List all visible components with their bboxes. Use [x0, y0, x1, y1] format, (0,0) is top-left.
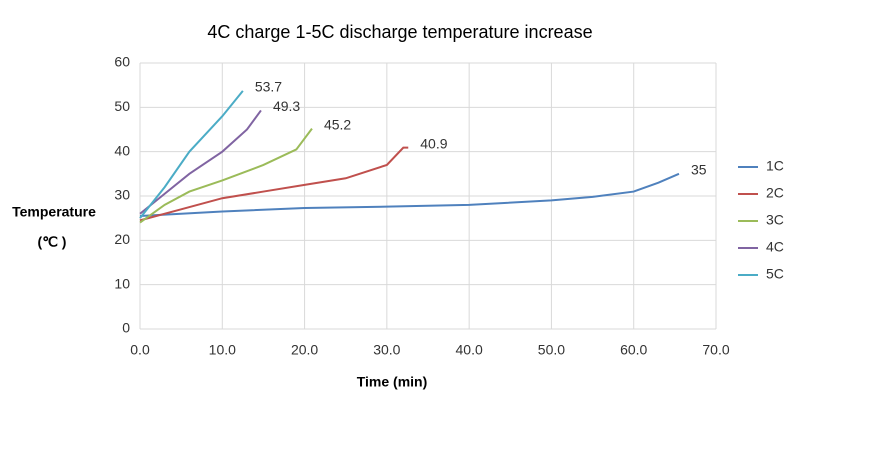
y-tick-label: 10: [114, 275, 130, 291]
y-tick-label: 60: [114, 54, 130, 70]
y-tick-label: 30: [114, 187, 130, 203]
x-tick-label: 40.0: [456, 342, 483, 358]
chart-title: 4C charge 1-5C discharge temperature inc…: [207, 22, 592, 42]
y-tick-label: 50: [114, 98, 130, 114]
data-label: 49.3: [273, 98, 300, 114]
y-tick-label: 0: [122, 320, 130, 336]
x-axis-label: Time (min): [357, 374, 428, 390]
x-tick-label: 50.0: [538, 342, 565, 358]
legend-label: 3C: [766, 212, 784, 228]
legend-label: 5C: [766, 266, 784, 282]
line: [139, 172, 680, 217]
y-tick-label: 20: [114, 231, 130, 247]
data-label: 45.2: [324, 116, 351, 132]
line: [139, 109, 262, 215]
line: [139, 90, 244, 219]
x-tick-label: 60.0: [620, 342, 647, 358]
y-axis-label: Temperature: [12, 204, 96, 220]
y-tick-label: 40: [114, 142, 130, 158]
data-label: 53.7: [255, 79, 282, 95]
data-label: 40.9: [420, 135, 447, 151]
x-tick-label: 30.0: [373, 342, 400, 358]
x-tick-label: 0.0: [130, 342, 150, 358]
x-tick-label: 70.0: [702, 342, 729, 358]
legend-label: 4C: [766, 239, 784, 255]
data-label: 35: [691, 162, 707, 178]
line: [139, 146, 409, 222]
x-tick-label: 10.0: [209, 342, 236, 358]
line: [139, 128, 313, 224]
legend-label: 1C: [766, 158, 784, 174]
y-axis-unit: (℃ ): [38, 234, 67, 250]
x-tick-label: 20.0: [291, 342, 318, 358]
legend-label: 2C: [766, 185, 784, 201]
